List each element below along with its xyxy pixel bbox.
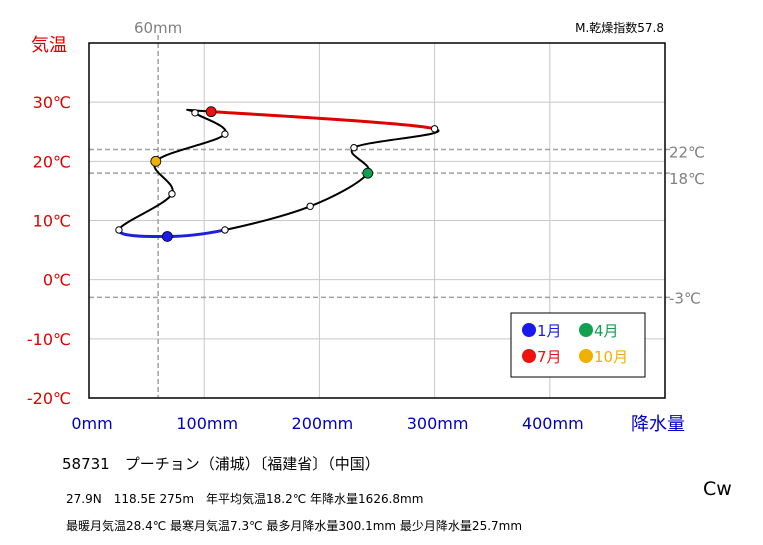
- station-info-line-2: 最暖月気温28.4℃ 最寒月気温7.3℃ 最多月降水量300.1mm 最少月降水…: [66, 519, 523, 533]
- legend-label: 7月: [537, 348, 562, 366]
- month-point-highlight: [205, 106, 217, 118]
- month-points: [115, 106, 439, 242]
- legend-marker: [522, 349, 536, 363]
- curve-segment: [211, 110, 435, 131]
- legend-label: 10月: [594, 348, 628, 366]
- station-info-line-1: 27.9N 118.5E 275m 年平均気温18.2℃ 年降水量1626.8m…: [66, 492, 424, 506]
- y-tick-label: 0℃: [43, 271, 71, 290]
- month-point: [430, 125, 439, 133]
- plot-area-frame: [88, 42, 666, 399]
- y-tick-label: 30℃: [33, 93, 71, 112]
- month-point: [168, 190, 176, 198]
- curve-segment: [167, 228, 226, 238]
- month-point: [115, 226, 123, 234]
- legend-box: [510, 312, 646, 378]
- month-point: [306, 202, 314, 211]
- climograph-curve: [117, 108, 440, 238]
- reference-label-temperature: -3℃: [669, 289, 701, 307]
- dryness-index-note: M.乾燥指数57.8: [575, 20, 664, 35]
- month-point: [350, 144, 358, 152]
- reference-label-temperature: 18℃: [669, 170, 705, 188]
- y-tick-label: 20℃: [33, 152, 71, 171]
- curve-segment: [117, 229, 168, 238]
- climate-code: Cw: [703, 478, 732, 500]
- y-tick-label: -10℃: [27, 330, 71, 349]
- legend-label: 1月: [537, 322, 562, 340]
- x-tick-label: 300mm: [407, 414, 469, 433]
- curve-segment: [155, 133, 226, 163]
- x-axis-label: 降水量: [631, 414, 685, 435]
- legend: 1月 4月 7月 10月: [510, 312, 646, 378]
- month-point: [191, 109, 199, 117]
- x-tick-label: 200mm: [292, 414, 354, 433]
- month-point: [221, 130, 229, 138]
- legend-label: 4月: [594, 322, 619, 340]
- station-heading: 58731 プーチョン（浦城）〔福建省〕（中国）: [62, 455, 380, 473]
- month-point-highlight: [362, 167, 374, 179]
- y-tick-label: -20℃: [27, 389, 71, 408]
- legend-marker: [522, 323, 536, 337]
- y-axis-label: 気温: [31, 35, 67, 56]
- x-tick-label: 100mm: [176, 414, 238, 433]
- reference-label-60mm: 60mm: [134, 19, 182, 37]
- curve-segment: [353, 127, 440, 149]
- x-tick-label: 400mm: [522, 414, 584, 433]
- y-tick-label: 10℃: [33, 212, 71, 231]
- month-point-highlight: [161, 231, 173, 242]
- x-tick-label: 0mm: [71, 414, 112, 433]
- legend-marker: [579, 349, 593, 363]
- curve-segment: [309, 172, 369, 208]
- reference-label-temperature: 22℃: [669, 144, 705, 162]
- legend-marker: [579, 323, 593, 337]
- curve-segment: [117, 193, 173, 231]
- month-point: [221, 226, 229, 234]
- month-point-highlight: [150, 155, 162, 167]
- curve-segment: [224, 205, 311, 231]
